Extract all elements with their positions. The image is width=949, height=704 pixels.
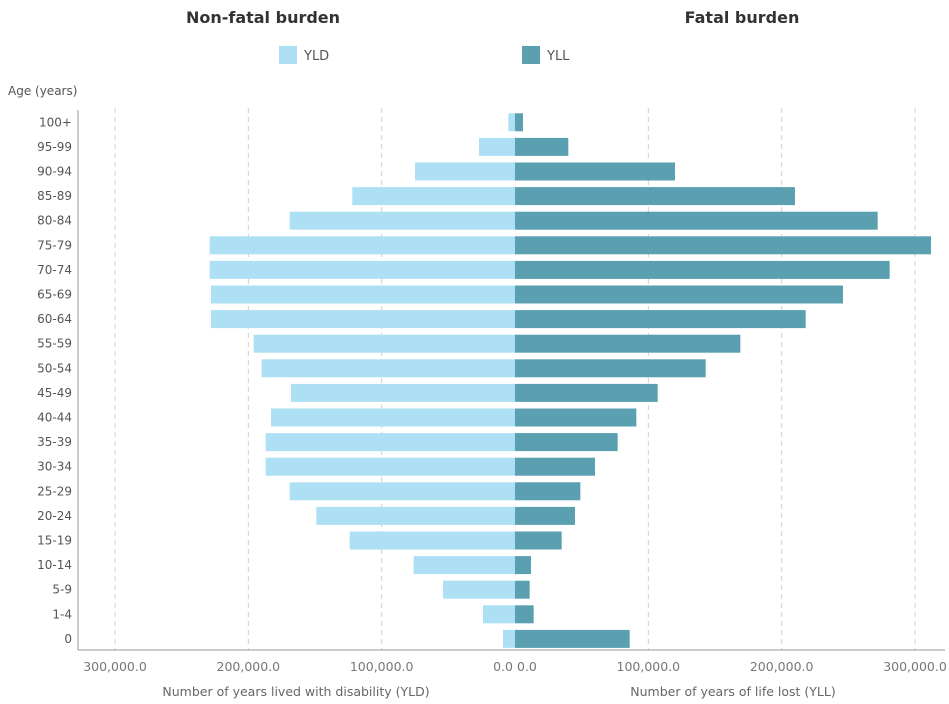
age-label: 50-54 xyxy=(37,361,72,375)
right-axis-title: Number of years of life lost (YLL) xyxy=(630,684,835,699)
bar-yll-0 xyxy=(515,629,630,648)
bar-yld-0 xyxy=(503,629,515,648)
bar-yld-35-39 xyxy=(265,433,515,452)
age-label: 80-84 xyxy=(37,214,72,228)
bar-yll-100plus xyxy=(515,113,523,132)
bar-yll-80-84 xyxy=(515,211,878,230)
bars xyxy=(209,113,931,648)
bar-yld-75-79 xyxy=(209,236,515,255)
age-label: 100+ xyxy=(39,115,72,129)
age-label: 25-29 xyxy=(37,484,72,498)
left-axis-title: Number of years lived with disability (Y… xyxy=(162,684,429,699)
right-tick-label: 0.0 xyxy=(517,659,537,674)
bar-yld-15-19 xyxy=(349,531,515,550)
age-label: 30-34 xyxy=(37,460,72,474)
bar-yld-40-44 xyxy=(271,408,515,427)
bar-yll-85-89 xyxy=(515,187,795,206)
right-tick-label: 300,000.0 xyxy=(883,659,947,674)
bar-yll-10-14 xyxy=(515,556,531,575)
right-tick-label: 100,000.0 xyxy=(617,659,681,674)
bar-yld-25-29 xyxy=(289,482,515,501)
age-label: 5-9 xyxy=(52,583,72,597)
legend-swatch-yll xyxy=(522,46,540,64)
legend-label-yld: YLD xyxy=(303,49,329,64)
bar-yld-45-49 xyxy=(291,383,515,402)
age-label: 85-89 xyxy=(37,189,72,203)
bar-yld-20-24 xyxy=(316,506,515,525)
age-label: 90-94 xyxy=(37,165,72,179)
bar-yld-60-64 xyxy=(211,310,515,329)
legend-swatch-yld xyxy=(279,46,297,64)
bar-yll-50-54 xyxy=(515,359,706,378)
bar-yld-65-69 xyxy=(211,285,515,304)
age-label: 0 xyxy=(64,632,72,646)
legend: YLD YLL xyxy=(279,46,570,64)
bar-yld-5-9 xyxy=(443,580,515,599)
age-label: 40-44 xyxy=(37,411,72,425)
bar-yld-95-99 xyxy=(479,137,515,156)
age-label: 45-49 xyxy=(37,386,72,400)
bar-yld-85-89 xyxy=(352,187,515,206)
bar-yld-30-34 xyxy=(265,457,515,476)
age-label: 55-59 xyxy=(37,337,72,351)
age-label: 35-39 xyxy=(37,435,72,449)
bar-yll-35-39 xyxy=(515,433,618,452)
bar-yld-1-4 xyxy=(483,605,515,624)
bar-yld-55-59 xyxy=(253,334,515,353)
left-tick-label: 100,000.0 xyxy=(350,659,414,674)
bar-yll-5-9 xyxy=(515,580,530,599)
age-label: 95-99 xyxy=(37,140,72,154)
age-labels: 100+ 95-99 90-94 85-89 80-84 75-79 70-74 65-69 6… xyxy=(37,115,72,646)
bar-yld-50-54 xyxy=(261,359,515,378)
left-tick-label: 300,000.0 xyxy=(83,659,147,674)
bar-yld-10-14 xyxy=(413,556,515,575)
bar-yll-55-59 xyxy=(515,334,741,353)
age-axis-title: Age (years) xyxy=(8,84,77,98)
left-tick-label: 200,000.0 xyxy=(217,659,281,674)
left-panel-title: Non-fatal burden xyxy=(186,8,340,27)
right-panel-title: Fatal burden xyxy=(685,8,800,27)
bar-yll-40-44 xyxy=(515,408,637,427)
bar-yld-70-74 xyxy=(209,260,515,279)
bar-yll-30-34 xyxy=(515,457,595,476)
bar-yll-15-19 xyxy=(515,531,562,550)
right-tick-label: 200,000.0 xyxy=(750,659,814,674)
bar-yll-95-99 xyxy=(515,137,569,156)
age-label: 15-19 xyxy=(37,534,72,548)
bar-yll-25-29 xyxy=(515,482,581,501)
age-label: 70-74 xyxy=(37,263,72,277)
bar-yld-80-84 xyxy=(289,211,515,230)
bar-yll-45-49 xyxy=(515,383,658,402)
bar-yll-60-64 xyxy=(515,310,806,329)
legend-label-yll: YLL xyxy=(546,49,570,64)
bar-yll-1-4 xyxy=(515,605,534,624)
bar-yll-20-24 xyxy=(515,506,575,525)
bar-yll-90-94 xyxy=(515,162,675,181)
value-tick-labels: 300,000.0 200,000.0 100,000.0 0.0 0.0 100,000… xyxy=(83,659,947,674)
left-tick-label: 0.0 xyxy=(493,659,513,674)
bar-yld-90-94 xyxy=(415,162,515,181)
age-label: 1-4 xyxy=(52,607,72,621)
age-label: 10-14 xyxy=(37,558,72,572)
age-label: 65-69 xyxy=(37,288,72,302)
bar-yll-65-69 xyxy=(515,285,843,304)
bar-yld-100plus xyxy=(508,113,515,132)
bar-yll-70-74 xyxy=(515,260,890,279)
age-label: 20-24 xyxy=(37,509,72,523)
age-label: 75-79 xyxy=(37,238,72,252)
age-label: 60-64 xyxy=(37,312,72,326)
bar-yll-75-79 xyxy=(515,236,931,255)
